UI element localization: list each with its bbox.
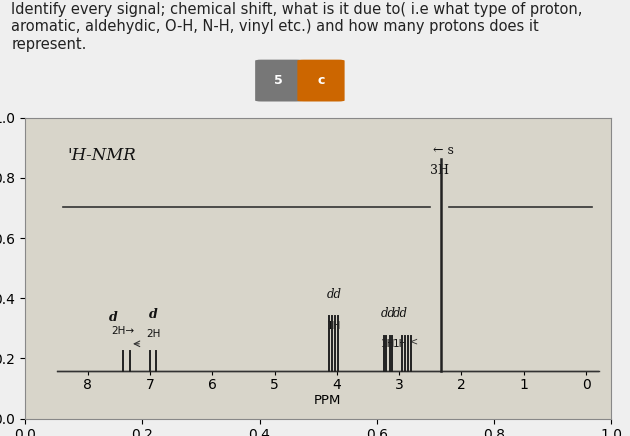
Text: dd: dd	[326, 289, 341, 301]
Text: 1H: 1H	[393, 339, 408, 349]
Text: 2H: 2H	[146, 329, 161, 339]
Text: d: d	[149, 308, 158, 321]
Text: dd: dd	[393, 307, 408, 320]
FancyBboxPatch shape	[255, 60, 302, 102]
Text: 3H: 3H	[430, 164, 449, 177]
Text: ← s: ← s	[433, 144, 454, 157]
Text: 1H: 1H	[381, 339, 395, 349]
FancyBboxPatch shape	[297, 60, 345, 102]
Text: 1H: 1H	[326, 321, 341, 331]
Text: 5: 5	[275, 74, 283, 87]
Text: Identify every signal; chemical shift, what is it due to( i.e what type of proto: Identify every signal; chemical shift, w…	[11, 2, 583, 52]
Text: d: d	[108, 311, 117, 324]
Text: <: <	[410, 336, 418, 346]
Text: 'H-NMR: 'H-NMR	[67, 147, 136, 164]
Text: dd: dd	[381, 307, 396, 320]
X-axis label: PPM: PPM	[314, 394, 341, 406]
Text: c: c	[318, 74, 324, 87]
Text: 2H→: 2H→	[111, 326, 134, 336]
